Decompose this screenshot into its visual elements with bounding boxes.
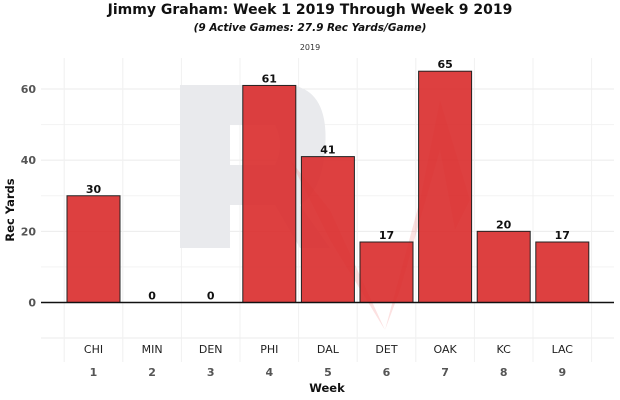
x-axis-team-labels: CHI MIN DEN PHI DAL DET OAK KC LAC [84, 343, 573, 356]
bar-week-6 [359, 241, 414, 303]
y-tick-label: 60 [21, 83, 37, 96]
chart-title: Jimmy Graham: Week 1 2019 Through Week 9… [107, 2, 513, 18]
week-tick-label: 4 [265, 366, 273, 379]
team-label: OAK [433, 343, 457, 356]
data-labels: 30 0 0 61 41 17 65 20 17 [86, 58, 570, 302]
bar-week-1 [66, 195, 121, 303]
team-label: DET [375, 343, 397, 356]
chart-subtitle: (9 Active Games: 27.9 Rec Yards/Game) [193, 22, 427, 34]
data-label: 17 [379, 229, 394, 242]
team-label: MIN [142, 343, 163, 356]
team-label: LAC [552, 343, 574, 356]
data-label: 0 [207, 290, 215, 303]
week-tick-label: 1 [90, 366, 98, 379]
y-axis-ticks: 0 20 40 60 [21, 83, 37, 310]
bar-week-8 [476, 230, 531, 303]
data-label: 61 [262, 72, 277, 85]
team-label: CHI [84, 343, 103, 356]
y-axis-title: Rec Yards [3, 178, 17, 241]
week-tick-label: 7 [441, 366, 449, 379]
y-tick-label: 20 [21, 225, 37, 238]
y-tick-label: 0 [28, 297, 36, 310]
bars [66, 70, 590, 304]
team-label: DAL [317, 343, 340, 356]
team-label: DEN [199, 343, 223, 356]
data-label: 30 [86, 183, 102, 196]
week-tick-label: 3 [207, 366, 215, 379]
week-tick-label: 5 [324, 366, 332, 379]
data-label: 41 [320, 144, 335, 157]
facet-label: 2019 [299, 43, 321, 52]
bar-week-5 [300, 156, 355, 303]
bar-week-4 [242, 84, 297, 303]
data-label: 20 [496, 218, 512, 231]
week-tick-label: 2 [148, 366, 156, 379]
bar-week-7 [418, 70, 473, 304]
x-axis-week-labels: 1 2 3 4 5 6 7 8 9 [90, 366, 566, 379]
x-axis-title: Week [309, 381, 345, 395]
data-label: 65 [437, 58, 452, 71]
week-tick-label: 6 [383, 366, 391, 379]
bar-week-9 [535, 241, 590, 303]
data-label: 17 [555, 229, 570, 242]
week-tick-label: 9 [558, 366, 566, 379]
data-label: 0 [148, 290, 156, 303]
team-label: PHI [260, 343, 278, 356]
y-tick-label: 40 [21, 154, 37, 167]
team-label: KC [497, 343, 512, 356]
week-tick-label: 8 [500, 366, 508, 379]
